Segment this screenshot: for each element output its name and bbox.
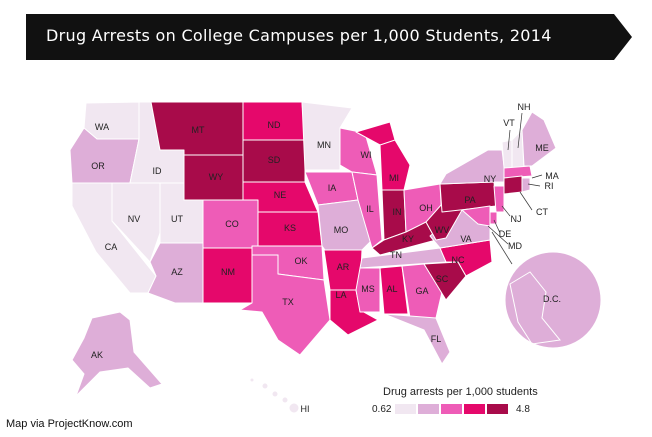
label-ut: UT: [171, 214, 183, 224]
state-il[interactable]: [351, 171, 383, 249]
state-de[interactable]: [489, 211, 498, 225]
label-wa: WA: [95, 122, 109, 132]
label-ri: RI: [545, 181, 554, 191]
state-wv[interactable]: [425, 203, 463, 241]
state-hi[interactable]: [249, 377, 300, 414]
state-fl[interactable]: [383, 313, 451, 365]
state-me[interactable]: [521, 111, 557, 167]
label-mi: MI: [389, 173, 399, 183]
legend-color-scale: [394, 403, 509, 415]
title-banner: [26, 14, 632, 60]
label-tn: TN: [390, 250, 402, 260]
legend-swatch-3: [440, 403, 463, 415]
state-ms[interactable]: [355, 267, 381, 313]
label-al: AL: [386, 284, 397, 294]
label-mt: MT: [192, 125, 205, 135]
state-vt[interactable]: [501, 139, 513, 169]
state-ak[interactable]: [71, 311, 163, 397]
label-ms: MS: [361, 284, 375, 294]
label-wv: WV: [435, 225, 450, 235]
state-ct[interactable]: [503, 175, 523, 195]
legend-swatch-5: [486, 403, 509, 415]
label-wi: WI: [361, 150, 372, 160]
legend-max-label: 4.8: [516, 404, 530, 415]
label-or: OR: [91, 161, 105, 171]
label-ne: NE: [274, 190, 287, 200]
state-dc-inset[interactable]: [504, 251, 602, 349]
label-ia: IA: [328, 183, 337, 193]
state-al[interactable]: [379, 265, 409, 315]
label-wy: WY: [209, 172, 224, 182]
state-tx[interactable]: [239, 254, 331, 356]
label-dc: D.C.: [543, 294, 561, 304]
label-nd: ND: [268, 120, 281, 130]
state-md[interactable]: [461, 205, 491, 227]
label-ok: OK: [294, 256, 307, 266]
state-ri[interactable]: [521, 177, 531, 193]
label-nh: NH: [518, 102, 531, 112]
map-title: Drug Arrests on College Campuses per 1,0…: [46, 26, 552, 45]
label-nv: NV: [128, 214, 141, 224]
label-fl: FL: [431, 334, 442, 344]
label-oh: OH: [419, 203, 433, 213]
label-md: MD: [508, 241, 522, 251]
label-sc: SC: [436, 274, 449, 284]
label-ak: AK: [91, 350, 103, 360]
label-ar: AR: [337, 262, 350, 272]
label-ct: CT: [536, 207, 548, 217]
state-nm[interactable]: [202, 247, 253, 304]
label-ny: NY: [484, 174, 497, 184]
label-ky: KY: [402, 234, 414, 244]
label-mn: MN: [317, 140, 331, 150]
label-pa: PA: [464, 195, 475, 205]
label-va: VA: [460, 234, 471, 244]
label-de: DE: [499, 229, 512, 239]
label-nc: NC: [452, 255, 465, 265]
label-ma: MA: [545, 171, 559, 181]
legend-swatch-4: [463, 403, 486, 415]
label-mo: MO: [334, 225, 349, 235]
label-ga: GA: [415, 286, 428, 296]
label-sd: SD: [268, 155, 281, 165]
banner-shape: [26, 14, 632, 60]
legend-min-label: 0.62: [372, 404, 392, 415]
label-ks: KS: [284, 223, 296, 233]
state-wa[interactable]: [83, 101, 140, 140]
state-labels: WA OR CA NV ID UT AZ MT WY CO NM ND SD N…: [91, 102, 561, 414]
legend-title: Drug arrests per 1,000 students: [383, 386, 538, 398]
label-ca: CA: [105, 242, 118, 252]
source-credit: Map via ProjectKnow.com: [6, 418, 133, 430]
state-nj[interactable]: [493, 185, 505, 213]
leader-lines: [487, 112, 543, 245]
label-id: ID: [153, 166, 163, 176]
label-az: AZ: [171, 267, 183, 277]
label-vt: VT: [503, 118, 515, 128]
label-tx: TX: [282, 297, 294, 307]
label-in: IN: [393, 207, 402, 217]
label-la: LA: [335, 290, 346, 300]
label-co: CO: [225, 219, 239, 229]
label-il: IL: [366, 204, 374, 214]
legend-swatch-1: [394, 403, 417, 415]
state-ma[interactable]: [503, 165, 533, 179]
label-nj: NJ: [511, 214, 522, 224]
state-mi[interactable]: [355, 121, 411, 191]
label-hi: HI: [301, 404, 310, 414]
label-me: ME: [535, 143, 549, 153]
label-nm: NM: [221, 267, 235, 277]
legend-swatch-2: [417, 403, 440, 415]
